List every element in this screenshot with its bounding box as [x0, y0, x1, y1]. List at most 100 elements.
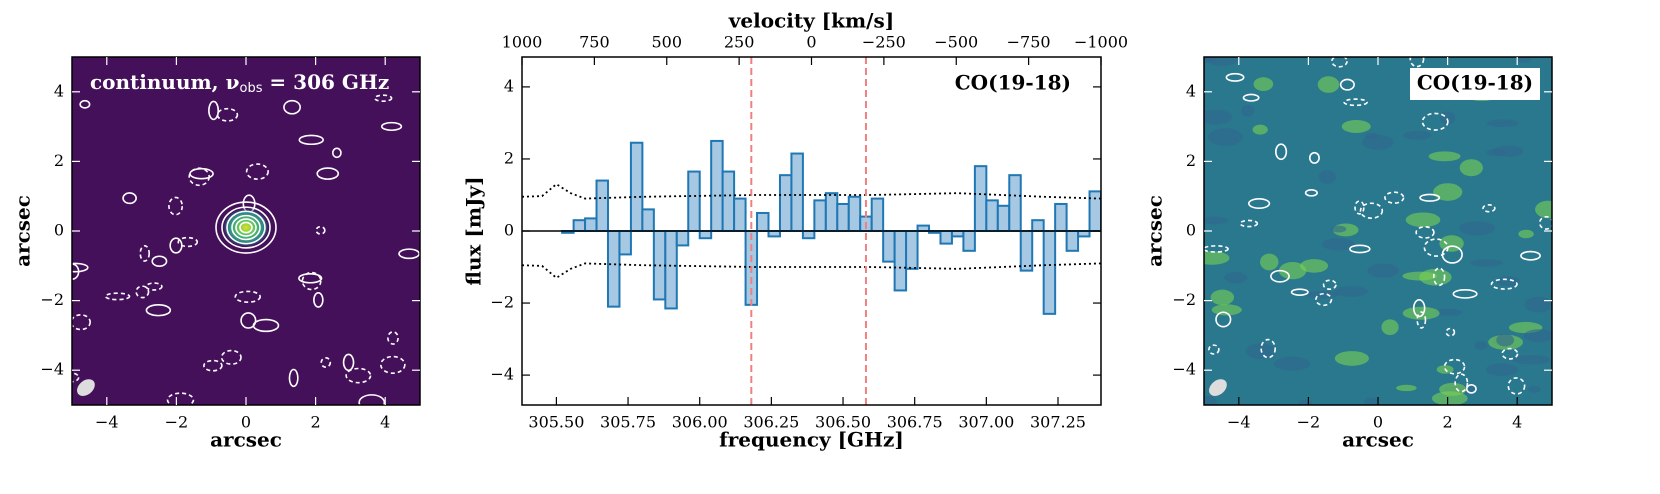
x-tick-label: 2	[311, 413, 321, 432]
map-blob	[1204, 395, 1217, 405]
beam	[77, 379, 95, 396]
map-blob	[1402, 306, 1440, 320]
contour	[298, 134, 324, 146]
x-tick-label: −2	[165, 413, 189, 432]
x2-label: velocity [km/s]	[728, 9, 894, 33]
contour	[1452, 289, 1478, 299]
map-blob	[1317, 76, 1340, 93]
map-blob	[1252, 124, 1268, 135]
contour	[1421, 112, 1449, 131]
contour	[235, 218, 257, 237]
x-label: frequency [GHz]	[719, 428, 904, 452]
x2-tick-label: −250	[862, 33, 906, 52]
contour	[313, 292, 324, 308]
map-blob	[1240, 105, 1255, 117]
y-tick-label: 0	[54, 221, 64, 240]
contour	[1419, 193, 1441, 202]
y-tick-label: −4	[1172, 360, 1196, 379]
bar	[950, 230, 965, 238]
map-blob	[1434, 308, 1463, 316]
map-blob	[1474, 341, 1488, 350]
map-blob	[1405, 212, 1441, 228]
contour	[177, 236, 199, 248]
x-tick-label: 307.25	[1030, 413, 1086, 432]
contour	[166, 392, 195, 405]
bar	[985, 199, 999, 232]
map-blob	[1396, 384, 1417, 392]
map-blob	[1341, 120, 1371, 133]
contour	[1465, 384, 1477, 394]
y-tick-label: 0	[504, 221, 514, 240]
contour	[1308, 151, 1320, 164]
contour	[1423, 238, 1449, 257]
bar	[606, 230, 621, 308]
map-blob	[1204, 251, 1230, 265]
annotation-part: continuum, ν	[90, 70, 240, 94]
map-blob	[1431, 391, 1468, 405]
x-tick-label: 4	[1512, 413, 1522, 432]
contour	[72, 262, 89, 273]
contour	[1490, 278, 1518, 290]
contour	[298, 273, 323, 284]
y-tick-label: 2	[54, 151, 64, 170]
x2-tick-label: −500	[934, 33, 978, 52]
map-blob	[1428, 151, 1461, 162]
bar	[801, 230, 816, 240]
contour	[320, 357, 332, 368]
x-tick-label: 0	[241, 413, 251, 432]
bar	[664, 230, 678, 310]
contour	[1343, 98, 1368, 107]
annotation: CO(19-18)	[1417, 71, 1533, 95]
map-blob	[1523, 329, 1552, 343]
contour	[398, 248, 420, 260]
contour	[1315, 292, 1333, 307]
contour	[1331, 57, 1348, 68]
bar	[641, 208, 655, 232]
bar	[1088, 190, 1101, 232]
bar	[996, 204, 1011, 232]
map-blob	[1518, 229, 1534, 239]
x-tick-label: 305.75	[600, 413, 656, 432]
map-blob	[1210, 289, 1235, 306]
x2-tick-label: 750	[579, 33, 610, 52]
map-blob	[1402, 271, 1438, 281]
contour	[1349, 244, 1371, 254]
y-tick-label: −4	[490, 365, 514, 384]
contour	[345, 367, 372, 384]
bar	[1065, 230, 1080, 252]
map-blob	[1458, 221, 1496, 236]
map-blob	[1403, 130, 1432, 140]
contour	[139, 244, 150, 262]
bar	[870, 197, 885, 232]
bar	[1008, 174, 1022, 232]
contour	[1239, 219, 1259, 228]
map-blob	[1381, 319, 1399, 336]
bar	[790, 152, 804, 232]
plot-area	[522, 57, 1101, 405]
map-blob	[1367, 263, 1399, 278]
map-blob	[1204, 216, 1229, 225]
map-blob	[1207, 128, 1243, 146]
x-label: arcsec	[1342, 428, 1414, 452]
map-blob	[1364, 397, 1379, 405]
contour	[1275, 143, 1288, 161]
contour	[145, 304, 172, 317]
x-tick-label: −2	[1297, 413, 1321, 432]
contour	[1339, 78, 1355, 91]
x2-tick-label: −1000	[1074, 33, 1128, 52]
map-blob	[1470, 259, 1504, 267]
bar	[721, 170, 736, 232]
y-tick-label: 4	[1186, 81, 1196, 100]
map-blob	[1527, 385, 1541, 393]
contour	[1501, 347, 1519, 360]
x2-tick-label: −750	[1007, 33, 1051, 52]
contour	[316, 167, 340, 180]
x-tick-label: 306.75	[887, 413, 943, 432]
x-tick-label: 306.00	[672, 413, 728, 432]
bar	[836, 202, 850, 233]
contour	[234, 290, 261, 303]
source	[222, 207, 270, 248]
bar	[675, 230, 690, 247]
bar	[767, 230, 781, 238]
